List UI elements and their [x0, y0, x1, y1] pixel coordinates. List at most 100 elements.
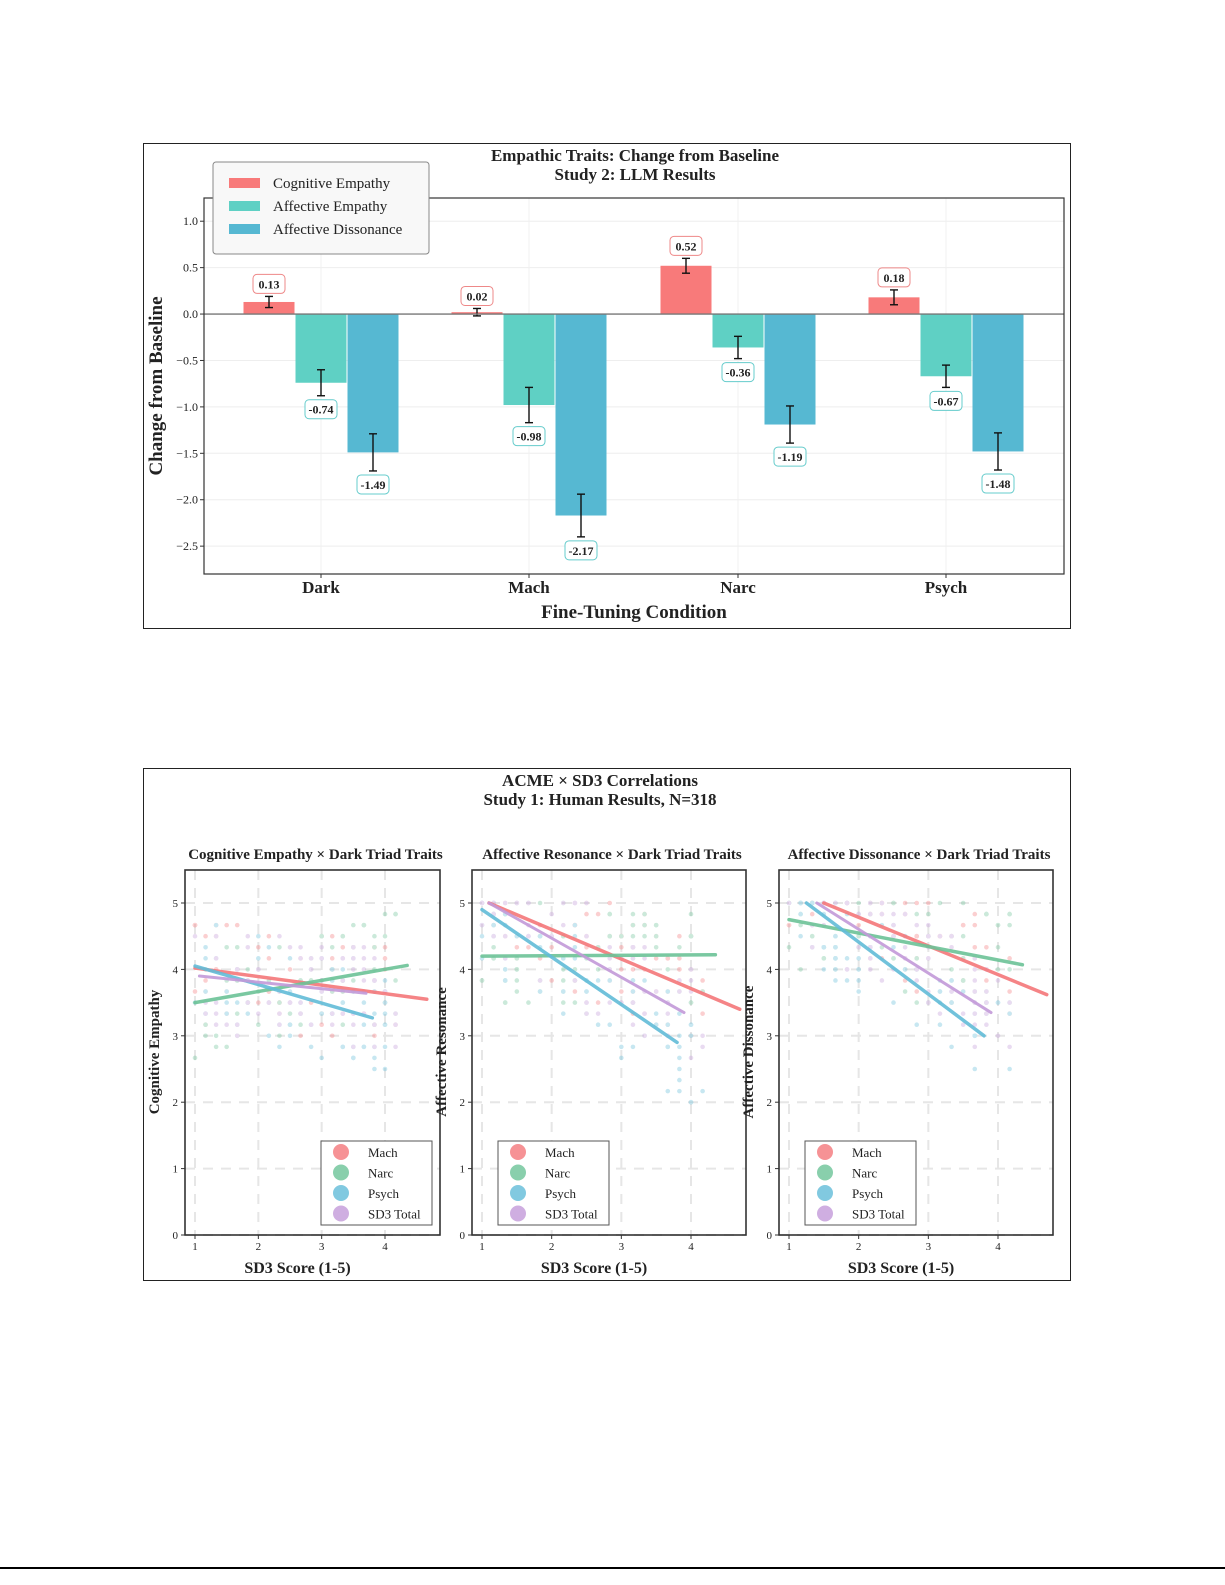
- scatter-point: [642, 933, 647, 939]
- scatter-point: [926, 933, 931, 939]
- scatter-point: [361, 1000, 367, 1005]
- scatter-point: [514, 989, 520, 994]
- scatter-point: [361, 1022, 367, 1028]
- scatter-point: [642, 1011, 647, 1016]
- scatter-point: [926, 911, 931, 917]
- scatter-point: [844, 900, 850, 906]
- scatter-point: [298, 1011, 303, 1016]
- y-tick-label: 4: [173, 964, 179, 976]
- scatter-point: [891, 933, 896, 939]
- scatter-point: [502, 978, 508, 983]
- scatter-point: [926, 956, 931, 961]
- scatter-point: [995, 1000, 1001, 1005]
- scatter-point: [1007, 1011, 1012, 1016]
- scatter-point: [298, 1011, 303, 1016]
- scatter-point: [382, 1066, 388, 1072]
- scatter-point: [665, 1022, 671, 1028]
- scatter-point: [960, 1022, 966, 1028]
- scatter-point: [972, 978, 978, 983]
- legend-label: Cognitive Empathy: [273, 176, 391, 192]
- scatter-panel: Affective Dissonance × Dark Triad Traits…: [741, 847, 1054, 1277]
- scatter-point: [984, 1011, 989, 1016]
- x-tick-label: 2: [856, 1241, 862, 1253]
- scatter-point: [526, 944, 531, 950]
- scatter-point: [677, 1077, 682, 1083]
- scatter-point: [914, 956, 920, 961]
- scatter-point: [891, 900, 896, 906]
- fit-line-psych: [804, 901, 986, 1038]
- scatter-point: [972, 1066, 978, 1072]
- scatter-point: [340, 956, 346, 961]
- scatter-point: [630, 956, 636, 961]
- scatter-point: [607, 1022, 613, 1028]
- legend-swatch: [229, 201, 260, 211]
- scatter-point: [287, 967, 293, 972]
- scatter-point: [234, 1022, 240, 1028]
- scatter-point: [340, 978, 346, 983]
- scatter-point: [949, 989, 954, 994]
- bar-chart-title: Empathic Traits: Change from Baseline: [491, 146, 780, 165]
- scatter-point: [234, 967, 240, 972]
- scatter-point: [213, 1044, 219, 1050]
- scatter-point: [213, 933, 219, 939]
- scatter-point: [372, 944, 377, 950]
- scatter-point: [833, 900, 838, 906]
- scatter-point: [549, 911, 554, 917]
- data-label-box: [252, 273, 286, 294]
- plot-border: [203, 197, 1065, 575]
- scatter-point: [329, 1011, 335, 1016]
- x-tick-label: 1: [192, 1241, 198, 1253]
- scatter-point: [809, 900, 815, 906]
- scatter-point: [809, 900, 815, 906]
- scatter-point: [298, 944, 303, 950]
- scatter-point: [514, 967, 520, 972]
- scatter-point: [572, 978, 578, 983]
- y-tick-label: 2: [767, 1097, 773, 1109]
- scatter-point: [479, 978, 485, 983]
- scatter-point: [595, 1022, 601, 1028]
- scatter-point: [351, 944, 356, 950]
- scatter-point: [700, 1033, 705, 1039]
- scatter-point: [560, 1000, 566, 1005]
- scatter-point: [256, 956, 261, 961]
- scatter-point: [340, 1044, 346, 1050]
- scatter-point: [502, 967, 508, 972]
- scatter-point: [856, 967, 861, 972]
- scatter-point: [340, 1011, 346, 1016]
- scatter-point: [665, 1011, 671, 1016]
- scatter-point: [584, 989, 589, 994]
- scatter-point: [234, 967, 240, 972]
- scatter-point: [595, 978, 601, 983]
- scatter-point: [329, 967, 335, 972]
- scatter-point: [891, 933, 896, 939]
- scatter-point: [821, 944, 827, 950]
- scatter-point: [479, 900, 485, 906]
- scatter-point: [351, 1022, 356, 1028]
- scatter-point: [266, 1000, 272, 1005]
- scatter-point: [560, 1011, 566, 1016]
- scatter-point: [203, 1022, 208, 1028]
- scatter-point: [393, 1011, 398, 1016]
- scatter-point: [277, 1000, 282, 1005]
- scatter-point: [902, 911, 908, 917]
- scatter-point: [256, 1022, 261, 1028]
- scatter-point: [972, 1033, 978, 1039]
- scatter-point: [937, 989, 943, 994]
- y-tick-label: 3: [173, 1031, 179, 1043]
- scatter-point: [277, 933, 282, 939]
- scatter-point: [1007, 1044, 1012, 1050]
- scatter-points: [786, 900, 1012, 1072]
- scatter-point: [514, 900, 520, 906]
- scatter-point: [867, 956, 873, 961]
- scatter-point: [584, 1000, 589, 1005]
- scatter-point: [372, 1044, 377, 1050]
- scatter-point: [329, 1011, 335, 1016]
- scatter-point: [340, 1011, 346, 1016]
- scatter-point: [393, 1022, 398, 1028]
- scatter-point: [277, 1011, 282, 1016]
- scatter-point: [949, 1044, 954, 1050]
- scatter-point: [319, 989, 324, 994]
- scatter-point: [995, 922, 1001, 928]
- x-tick-label: 4: [382, 1241, 388, 1253]
- y-tick-label: 0: [460, 1230, 466, 1242]
